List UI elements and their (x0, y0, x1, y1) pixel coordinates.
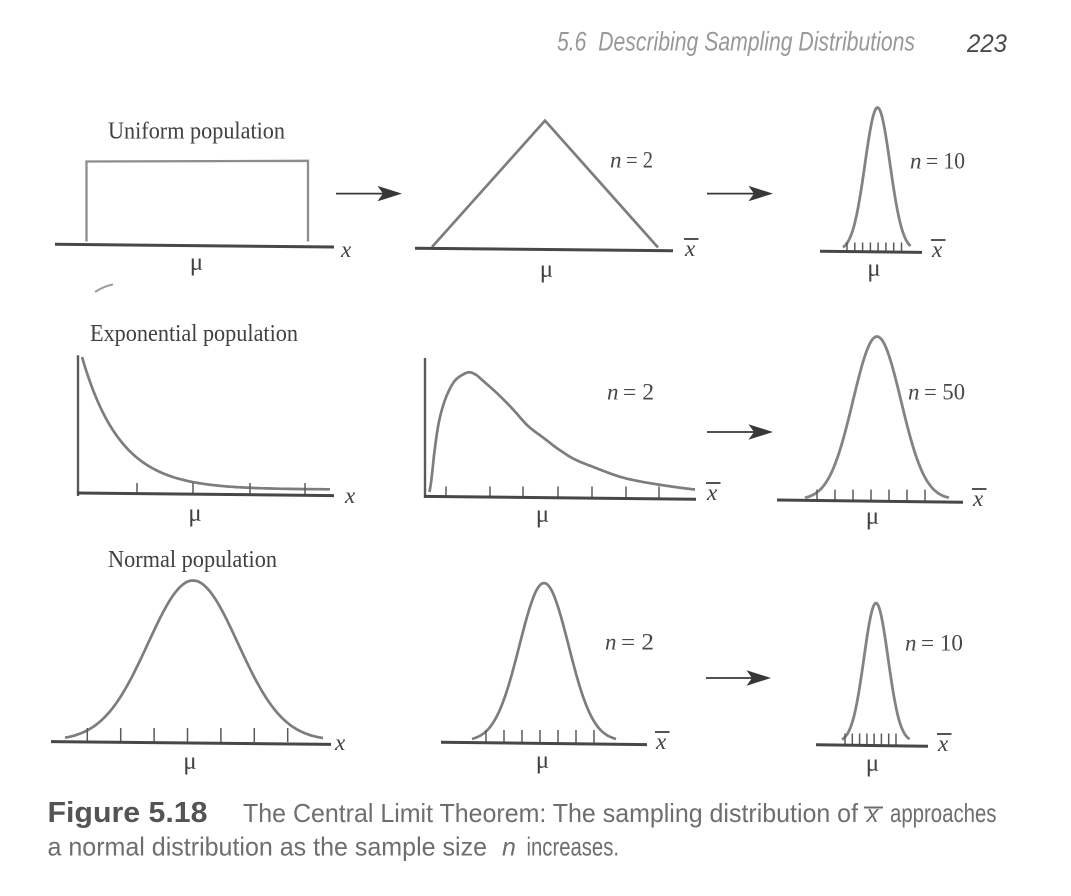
svg-text:a normal distribution as the s: a normal distribution as the sample size (48, 832, 488, 862)
svg-text:x: x (655, 729, 667, 754)
svg-text:μ: μ (540, 256, 553, 283)
svg-text:= 2: = 2 (621, 630, 654, 655)
svg-text:μ: μ (183, 748, 196, 775)
svg-text:μ: μ (188, 500, 201, 527)
svg-text:= 10: = 10 (926, 149, 965, 174)
svg-text:n: n (502, 834, 516, 862)
svg-text:increases.: increases. (527, 832, 620, 862)
svg-text:x: x (344, 483, 356, 508)
svg-text:μ: μ (536, 747, 549, 774)
svg-text:Normal population: Normal population (108, 547, 277, 573)
svg-text:n: n (908, 380, 920, 405)
svg-text:= 2: = 2 (626, 147, 653, 172)
svg-text:n: n (905, 631, 917, 656)
svg-text:n: n (607, 380, 619, 405)
svg-text:μ: μ (190, 249, 203, 276)
svg-text:= 2: = 2 (623, 380, 654, 405)
svg-text:μ: μ (867, 255, 880, 282)
svg-text:x: x (706, 480, 718, 505)
svg-text:5.6 Describing Sampling Distr: 5.6 Describing Sampling Distributions (557, 27, 915, 57)
svg-text:x: x (684, 236, 696, 261)
svg-text:= 10: = 10 (921, 631, 963, 656)
svg-text:μ: μ (866, 503, 879, 530)
svg-text:223: 223 (966, 30, 1007, 58)
svg-text:n: n (610, 147, 622, 172)
svg-text:Exponential population: Exponential population (90, 321, 298, 347)
svg-text:Uniform population: Uniform population (108, 119, 285, 145)
svg-text:μ: μ (866, 750, 879, 777)
svg-text:x: x (866, 801, 880, 828)
svg-text:Figure 5.18: Figure 5.18 (48, 797, 208, 829)
svg-text:x: x (340, 237, 352, 262)
svg-text:μ: μ (536, 501, 549, 528)
svg-text:The Central Limit Theorem: The: The Central Limit Theorem: The sampling … (243, 798, 859, 828)
svg-text:x: x (334, 730, 346, 755)
svg-text:n: n (605, 630, 617, 655)
svg-text:x: x (972, 486, 984, 511)
svg-text:x: x (937, 731, 949, 756)
svg-text:approaches: approaches (890, 798, 997, 828)
svg-text:x: x (931, 237, 943, 262)
svg-text:= 50: = 50 (924, 380, 965, 405)
svg-text:n: n (910, 149, 922, 174)
